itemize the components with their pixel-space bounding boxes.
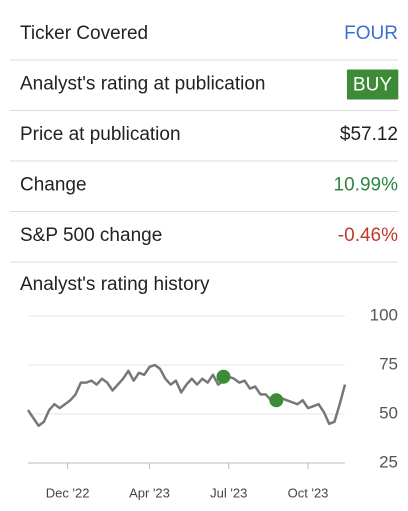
row-label: Analyst's rating at publication (20, 74, 266, 95)
row-value: BUY (353, 75, 392, 96)
x-tick-label: Apr '23 (129, 485, 170, 500)
y-tick-label: 25 (379, 452, 398, 471)
price-line (26, 363, 347, 428)
row-value: -0.46% (338, 225, 398, 246)
x-tick-label: Jul '23 (210, 485, 247, 500)
y-tick-label: 75 (379, 354, 398, 373)
row-value: $57.12 (340, 124, 398, 145)
row-label: Ticker Covered (20, 23, 148, 44)
y-tick-label: 50 (379, 403, 398, 422)
row-value: FOUR (344, 23, 398, 44)
row-value: 10.99% (334, 175, 399, 196)
row-label: S&P 500 change (20, 225, 162, 246)
badge-bg (346, 69, 399, 100)
rating-badge: BUY (346, 69, 399, 100)
rating-marker (269, 393, 284, 408)
rating-marker (216, 369, 231, 384)
x-tick-label: Oct '23 (288, 485, 329, 500)
history-title: Analyst's rating history (20, 274, 210, 295)
row-label: Change (20, 175, 87, 196)
row-label: Price at publication (20, 124, 181, 145)
x-tick-label: Dec '22 (46, 485, 90, 500)
y-tick-label: 100 (370, 305, 398, 324)
